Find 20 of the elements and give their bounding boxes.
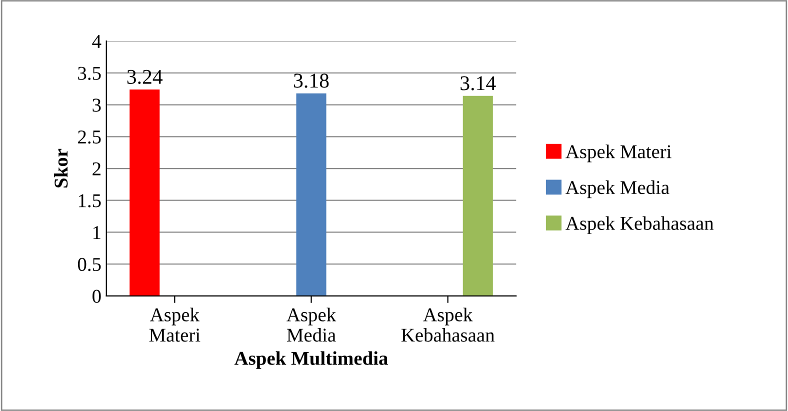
x-axis-title: Aspek Multimedia: [234, 351, 388, 369]
legend-label: Aspek Kebahasaan: [566, 216, 714, 234]
y-tick-label: 3: [92, 98, 101, 112]
x-tick-label: Aspek Materi: [149, 308, 200, 342]
data-label: 3.14: [460, 76, 496, 90]
legend-label: Aspek Media: [566, 180, 670, 198]
y-tick-label: 3.5: [78, 66, 101, 80]
y-tick-label: 1: [94, 226, 100, 239]
y-axis-title: Skor: [54, 148, 68, 188]
legend-label: Aspek Materi: [566, 144, 672, 162]
y-tick-label: 2: [92, 162, 100, 176]
data-label: 3.24: [127, 70, 163, 84]
y-tick-label: 0: [92, 290, 101, 303]
data-label: 3.18: [294, 74, 329, 88]
y-tick-label: 1.5: [78, 194, 101, 208]
x-tick-label: Aspek Media: [286, 308, 336, 342]
x-tick-label: Aspek Kebahasaan: [401, 308, 495, 342]
y-tick-label: 4: [92, 35, 102, 48]
y-tick-label: 2.5: [78, 130, 101, 144]
y-tick-label: 0.5: [78, 258, 101, 272]
